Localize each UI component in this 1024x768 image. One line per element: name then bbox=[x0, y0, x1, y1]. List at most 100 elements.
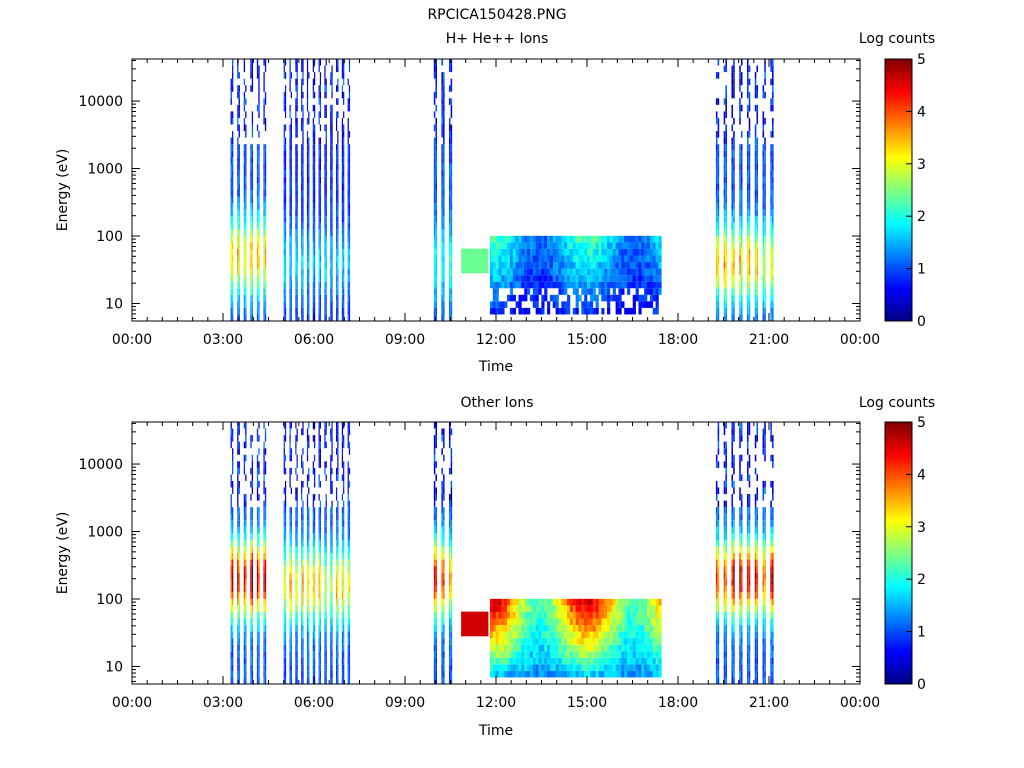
heatmap-cell bbox=[312, 677, 314, 684]
heatmap-cell bbox=[649, 275, 654, 282]
heatmap-cell bbox=[245, 255, 247, 263]
heatmap-cell bbox=[772, 294, 774, 302]
heatmap-cell bbox=[325, 651, 327, 658]
heatmap-cell bbox=[314, 235, 316, 243]
heatmap-cell bbox=[495, 598, 499, 606]
heatmap-cell bbox=[443, 611, 445, 619]
heatmap-cell bbox=[325, 268, 327, 276]
heatmap-cell bbox=[306, 248, 309, 256]
heatmap-cell bbox=[341, 131, 344, 138]
heatmap-cell bbox=[264, 117, 267, 125]
heatmap-cell bbox=[243, 651, 246, 658]
heatmap-cell bbox=[538, 631, 542, 639]
heatmap-cell bbox=[337, 579, 339, 586]
heatmap-cell bbox=[289, 448, 291, 455]
heatmap-cell bbox=[343, 422, 345, 429]
heatmap-cell bbox=[296, 670, 298, 678]
heatmap-cell bbox=[612, 242, 616, 249]
heatmap-cell bbox=[561, 262, 565, 269]
heatmap-cell bbox=[263, 209, 265, 217]
heatmap-cell bbox=[581, 235, 585, 243]
colorbar-tick-label: 4 bbox=[917, 104, 926, 120]
heatmap-cell bbox=[538, 651, 542, 658]
heatmap-cell bbox=[314, 566, 316, 573]
heatmap-cell bbox=[251, 242, 254, 249]
colorbar-swatch bbox=[885, 318, 912, 322]
heatmap-cell bbox=[324, 625, 326, 632]
heatmap-cell bbox=[343, 664, 345, 671]
heatmap-cell bbox=[450, 670, 453, 678]
heatmap-cell bbox=[348, 183, 351, 190]
panel-1-heatmap-cells bbox=[230, 59, 774, 321]
heatmap-cell bbox=[555, 611, 559, 619]
heatmap-cell bbox=[544, 288, 548, 295]
heatmap-cell bbox=[535, 268, 539, 276]
heatmap-cell bbox=[504, 605, 508, 612]
heatmap-cell bbox=[258, 494, 260, 501]
heatmap-cell bbox=[264, 203, 267, 210]
heatmap-cell bbox=[238, 585, 240, 593]
heatmap-cell bbox=[284, 467, 287, 475]
heatmap-cell bbox=[283, 176, 285, 184]
heatmap-cell bbox=[308, 467, 310, 475]
heatmap-cell bbox=[450, 428, 453, 436]
heatmap-cell bbox=[772, 144, 774, 151]
heatmap-cell bbox=[263, 611, 265, 619]
heatmap-cell bbox=[324, 307, 326, 315]
heatmap-cell bbox=[441, 533, 443, 540]
heatmap-cell bbox=[284, 124, 287, 132]
heatmap-cell bbox=[569, 262, 574, 269]
heatmap-cell bbox=[343, 598, 345, 606]
heatmap-cell bbox=[290, 242, 292, 249]
heatmap-cell bbox=[348, 638, 351, 645]
heatmap-cell bbox=[607, 605, 611, 612]
heatmap-cell bbox=[518, 307, 522, 315]
heatmap-cell bbox=[748, 131, 751, 138]
heatmap-cell bbox=[331, 513, 333, 521]
heatmap-cell bbox=[343, 190, 345, 197]
heatmap-cell bbox=[604, 281, 608, 289]
heatmap-cell bbox=[243, 618, 246, 626]
heatmap-cell bbox=[717, 209, 720, 217]
heatmap-cell bbox=[733, 170, 735, 177]
heatmap-cell bbox=[308, 441, 310, 449]
colorbar-swatch bbox=[885, 284, 912, 288]
heatmap-cell bbox=[715, 301, 718, 308]
heatmap-cell bbox=[515, 651, 519, 658]
heatmap-cell bbox=[237, 461, 239, 468]
heatmap-cell bbox=[250, 559, 252, 567]
heatmap-cell bbox=[335, 579, 338, 586]
heatmap-cell bbox=[535, 605, 539, 612]
heatmap-cell bbox=[237, 91, 239, 99]
heatmap-cell bbox=[289, 131, 291, 138]
heatmap-cell bbox=[243, 566, 246, 573]
heatmap-cell bbox=[348, 579, 351, 586]
heatmap-cell bbox=[337, 657, 339, 665]
heatmap-cell bbox=[263, 579, 265, 586]
heatmap-cell bbox=[325, 474, 327, 481]
heatmap-cell bbox=[324, 157, 326, 164]
heatmap-cell bbox=[495, 605, 499, 612]
heatmap-cell bbox=[589, 651, 594, 658]
heatmap-cell bbox=[337, 585, 339, 593]
heatmap-cell bbox=[518, 301, 522, 308]
heatmap-cell bbox=[644, 235, 648, 243]
heatmap-cell bbox=[655, 288, 659, 295]
heatmap-cell bbox=[762, 281, 765, 289]
heatmap-cell bbox=[283, 441, 285, 449]
heatmap-cell bbox=[337, 592, 339, 599]
heatmap-cell bbox=[256, 176, 259, 184]
heatmap-cell bbox=[289, 65, 291, 73]
heatmap-cell bbox=[587, 644, 591, 652]
heatmap-cell bbox=[264, 255, 267, 263]
heatmap-cell bbox=[549, 242, 554, 249]
heatmap-cell bbox=[319, 598, 322, 606]
heatmap-cell bbox=[243, 441, 246, 449]
heatmap-cell bbox=[441, 520, 443, 527]
heatmap-cell bbox=[627, 248, 631, 256]
heatmap-cell bbox=[772, 275, 774, 282]
heatmap-cell bbox=[587, 664, 591, 671]
heatmap-cell bbox=[435, 294, 437, 302]
heatmap-cell bbox=[772, 157, 774, 164]
heatmap-cell bbox=[296, 454, 298, 462]
